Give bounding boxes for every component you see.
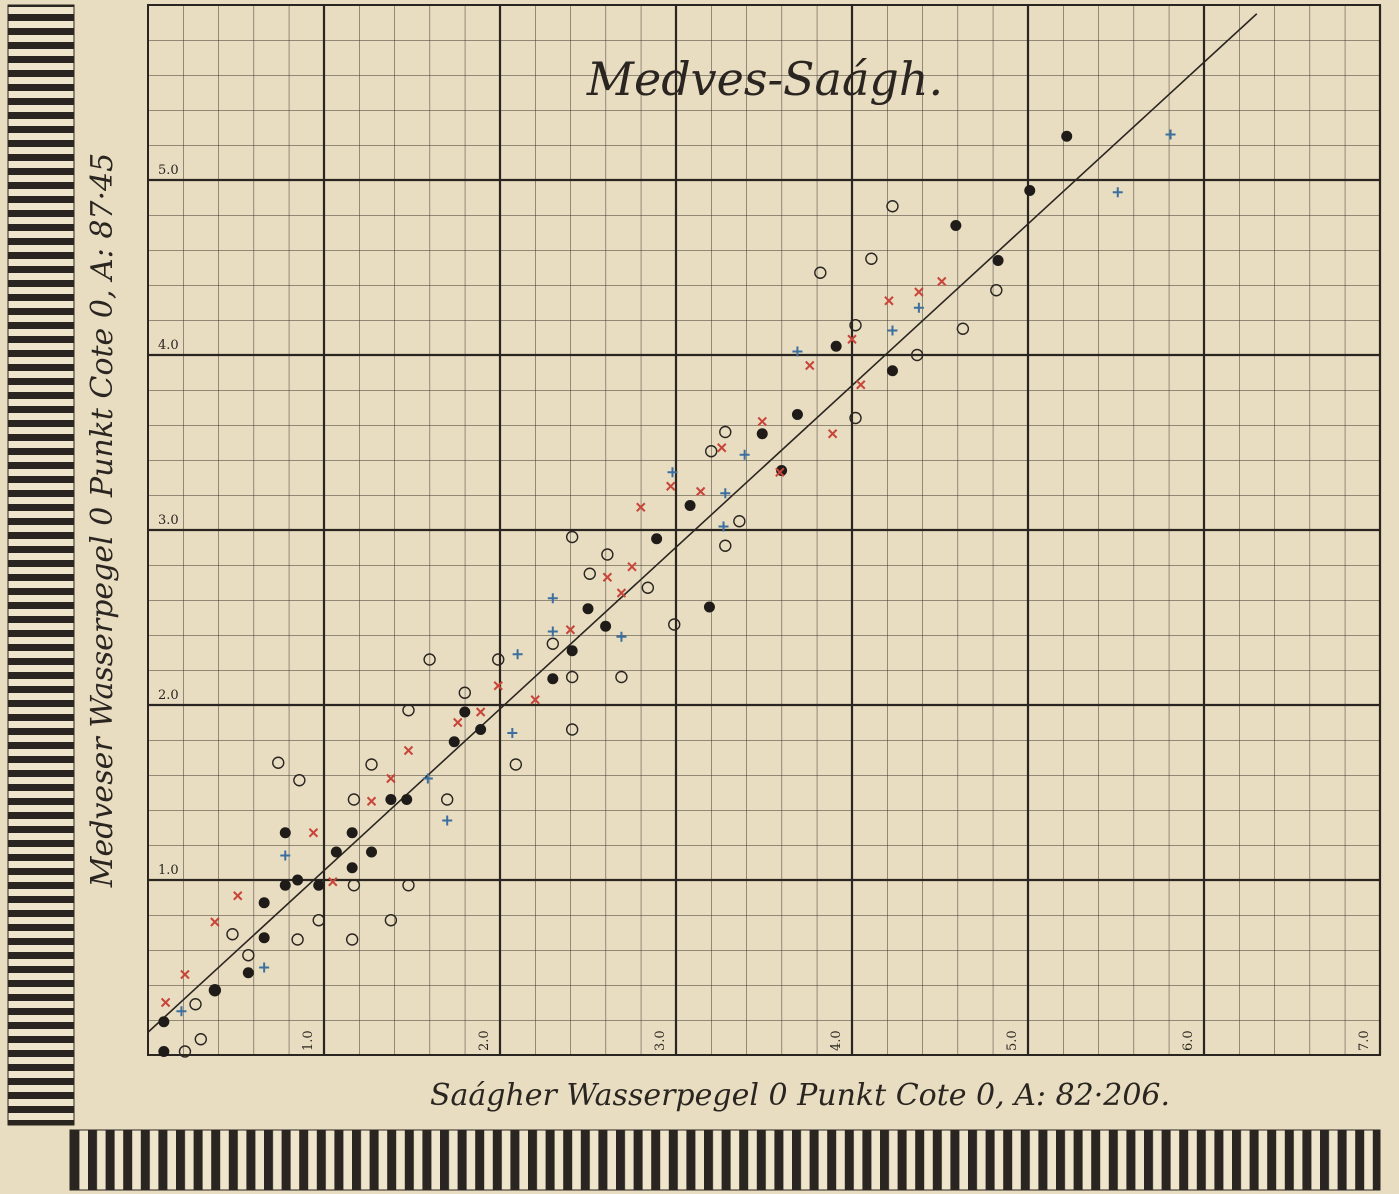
ruler-bottom [70, 1130, 1380, 1190]
point [158, 1046, 169, 1057]
point [331, 847, 342, 858]
point [366, 847, 377, 858]
x-tick-label: 7.0 [1357, 1030, 1372, 1051]
point [259, 897, 270, 908]
point [209, 985, 220, 996]
y-tick-label: 3.0 [158, 513, 179, 528]
x-tick-label: 5.0 [1005, 1030, 1020, 1051]
ruler-left [8, 5, 74, 1125]
point [567, 645, 578, 656]
point [887, 365, 898, 376]
point [583, 603, 594, 614]
point [347, 862, 358, 873]
point [158, 1016, 169, 1027]
point [547, 673, 558, 684]
point [313, 880, 324, 891]
point [449, 736, 460, 747]
point [280, 880, 291, 891]
x-tick-label: 4.0 [829, 1030, 844, 1051]
point [459, 707, 470, 718]
point [292, 875, 303, 886]
y-tick-label: 5.0 [158, 163, 179, 178]
point [950, 220, 961, 231]
y-axis-label: Medveser Wasserpegel 0 Punkt Cote 0, A: … [85, 153, 120, 888]
chart: Medves-Saágh. Saágher Wasserpegel 0 Punk… [0, 0, 1399, 1194]
point [475, 724, 486, 735]
point [1024, 185, 1035, 196]
point [651, 533, 662, 544]
y-tick-label: 1.0 [158, 863, 179, 878]
x-tick-label: 6.0 [1181, 1030, 1196, 1051]
point [347, 827, 358, 838]
point [401, 794, 412, 805]
point [831, 341, 842, 352]
point [704, 602, 715, 613]
point [280, 827, 291, 838]
point [600, 621, 611, 632]
point [385, 794, 396, 805]
x-tick-label: 3.0 [653, 1030, 668, 1051]
y-tick-label: 4.0 [158, 338, 179, 353]
point [792, 409, 803, 420]
chart-title: Medves-Saágh. [586, 52, 943, 106]
y-tick-label: 2.0 [158, 688, 179, 703]
point [685, 500, 696, 511]
point [243, 967, 254, 978]
x-tick-label: 1.0 [301, 1030, 316, 1051]
point [993, 255, 1004, 266]
point [1061, 131, 1072, 142]
x-tick-label: 2.0 [477, 1030, 492, 1051]
x-axis-label: Saágher Wasserpegel 0 Punkt Cote 0, A: 8… [430, 1078, 1170, 1113]
point [757, 428, 768, 439]
point [259, 932, 270, 943]
